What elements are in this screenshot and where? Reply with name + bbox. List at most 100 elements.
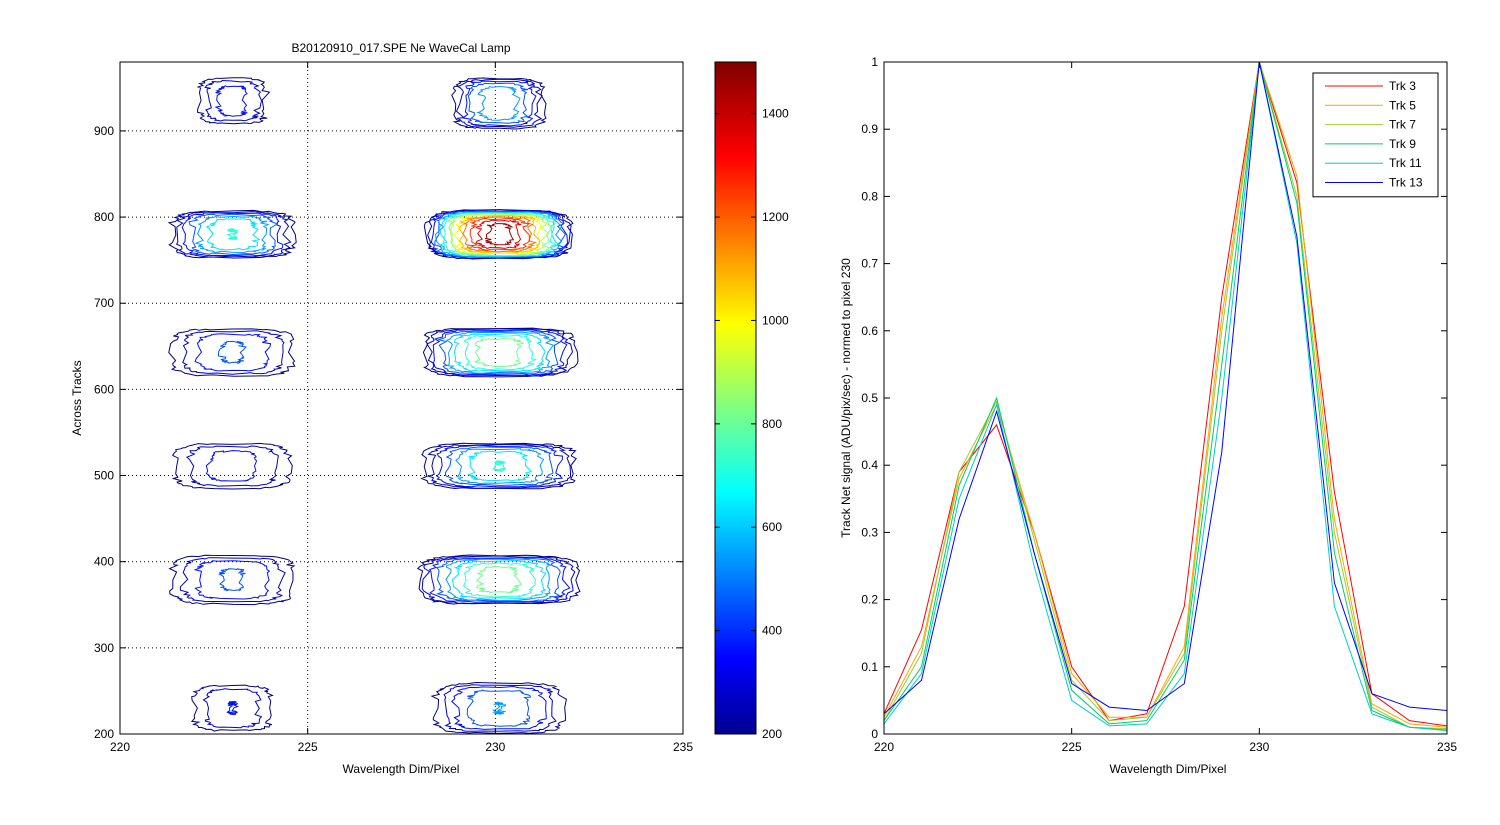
contour-line bbox=[426, 328, 574, 377]
contour-line bbox=[421, 555, 576, 605]
legend-label: Trk 9 bbox=[1389, 137, 1416, 151]
contour-line bbox=[416, 554, 581, 605]
legend-label: Trk 13 bbox=[1389, 176, 1423, 190]
contour-x-tick-label: 220 bbox=[110, 740, 130, 754]
contour-line bbox=[485, 223, 515, 246]
contour-line bbox=[438, 211, 560, 257]
line-series bbox=[883, 61, 1448, 732]
line-y-tick-label: 1 bbox=[871, 55, 878, 69]
legend-label: Trk 5 bbox=[1389, 98, 1416, 112]
contour-line bbox=[463, 562, 536, 598]
contour-line bbox=[423, 209, 574, 260]
contour-line bbox=[467, 450, 533, 482]
contour-line bbox=[462, 216, 538, 253]
contour-line bbox=[445, 558, 552, 602]
contour-blob bbox=[430, 681, 567, 734]
contour-line bbox=[194, 333, 272, 372]
contour-line bbox=[474, 337, 525, 368]
line-x-tick-label: 230 bbox=[1249, 740, 1269, 754]
contour-line bbox=[427, 443, 571, 489]
line-ticks: 220 225 230 235 0 0.1 0.2 0.3 0.4 0.5 0.6 0.7 0.8 0.9… bbox=[861, 55, 1457, 754]
contour-line bbox=[475, 565, 523, 594]
line-x-tick-label: 235 bbox=[1437, 740, 1457, 754]
line-y-tick-label: 0.8 bbox=[861, 189, 878, 203]
contour-blob bbox=[416, 554, 581, 605]
colorbar-tick-label: 400 bbox=[762, 624, 782, 638]
contour-line bbox=[434, 210, 567, 259]
legend-label: Trk 11 bbox=[1389, 156, 1422, 170]
contour-ticks: 220 225 230 235 200 300 400 500 600 700 800 900 bbox=[94, 62, 693, 754]
contour-line bbox=[194, 215, 270, 254]
contour-line bbox=[182, 330, 285, 375]
contour-y-tick-label: 600 bbox=[94, 382, 114, 396]
contour-y-tick-label: 500 bbox=[94, 469, 114, 483]
contour-line bbox=[226, 228, 239, 241]
contour-lines bbox=[167, 77, 581, 734]
contour-line bbox=[435, 557, 561, 602]
colorbar-tick-label: 1400 bbox=[762, 107, 789, 121]
contour-y-tick-label: 300 bbox=[94, 641, 114, 655]
contour-line bbox=[168, 554, 296, 606]
contour-y-tick-label: 800 bbox=[94, 210, 114, 224]
contour-line bbox=[475, 219, 522, 249]
contour-line bbox=[428, 556, 571, 603]
contour-line bbox=[453, 332, 546, 372]
line-x-axis-label: Wavelength Dim/Pixel bbox=[1110, 762, 1227, 776]
contour-line bbox=[467, 82, 529, 124]
line-y-tick-label: 0.3 bbox=[861, 525, 878, 539]
contour-line bbox=[442, 212, 557, 257]
contour-y-axis-label: Across Tracks bbox=[70, 360, 84, 435]
contour-line bbox=[202, 688, 263, 729]
contour-line bbox=[436, 329, 561, 375]
contour-x-tick-label: 230 bbox=[485, 740, 505, 754]
contour-line bbox=[167, 209, 297, 259]
contour-line bbox=[435, 444, 564, 488]
contour-line bbox=[205, 218, 261, 251]
contour-grid bbox=[120, 62, 683, 734]
contour-blob bbox=[196, 77, 271, 125]
colorbar-tick-label: 1200 bbox=[762, 210, 789, 224]
series-line bbox=[883, 61, 1448, 715]
contour-line bbox=[491, 459, 507, 472]
contour-blob bbox=[168, 554, 296, 606]
contour-line bbox=[492, 701, 507, 715]
line-y-tick-label: 0.1 bbox=[861, 660, 878, 674]
contour-line bbox=[466, 689, 532, 727]
line-x-tick-label: 225 bbox=[1062, 740, 1082, 754]
line-y-axis-label: Track Net signal (ADU/pix/sec) - normed … bbox=[839, 258, 853, 538]
series-line bbox=[883, 61, 1448, 732]
contour-line bbox=[171, 442, 293, 490]
contour-blob bbox=[171, 442, 293, 490]
line-y-tick-label: 0.4 bbox=[861, 458, 878, 472]
series-line bbox=[883, 61, 1448, 730]
legend-box bbox=[1312, 72, 1439, 198]
line-axes: 220 225 230 235 0 0.1 0.2 0.3 0.4 0.5 0.6 0.7 0.8 0.9… bbox=[839, 55, 1457, 776]
colorbar-tick-label: 1000 bbox=[762, 313, 789, 327]
contour-line bbox=[420, 442, 577, 490]
colorbar: 200 400 600 800 1000 1200 1400 bbox=[714, 61, 789, 741]
contour-line bbox=[181, 212, 284, 257]
contour-line bbox=[464, 334, 538, 371]
contour-line bbox=[422, 327, 579, 378]
series-line bbox=[883, 61, 1448, 731]
contour-blob bbox=[451, 77, 547, 130]
contour-line bbox=[461, 80, 537, 127]
contour-line bbox=[217, 340, 247, 364]
contour-line bbox=[179, 557, 286, 603]
contour-line bbox=[218, 568, 246, 592]
contour-blob bbox=[168, 328, 296, 377]
contour-line bbox=[188, 213, 278, 256]
contour-line bbox=[175, 211, 292, 258]
line-x-tick-label: 220 bbox=[874, 740, 894, 754]
contour-x-tick-label: 235 bbox=[673, 740, 693, 754]
contour-blob bbox=[190, 684, 274, 732]
colorbar-tick-label: 200 bbox=[762, 727, 782, 741]
contour-line bbox=[455, 448, 545, 485]
contour-blob bbox=[167, 209, 297, 259]
contour-blob bbox=[422, 327, 579, 378]
legend-label: Trk 7 bbox=[1389, 118, 1416, 132]
contour-line bbox=[204, 79, 263, 122]
contour-line bbox=[193, 560, 271, 600]
contour-line bbox=[444, 446, 554, 487]
